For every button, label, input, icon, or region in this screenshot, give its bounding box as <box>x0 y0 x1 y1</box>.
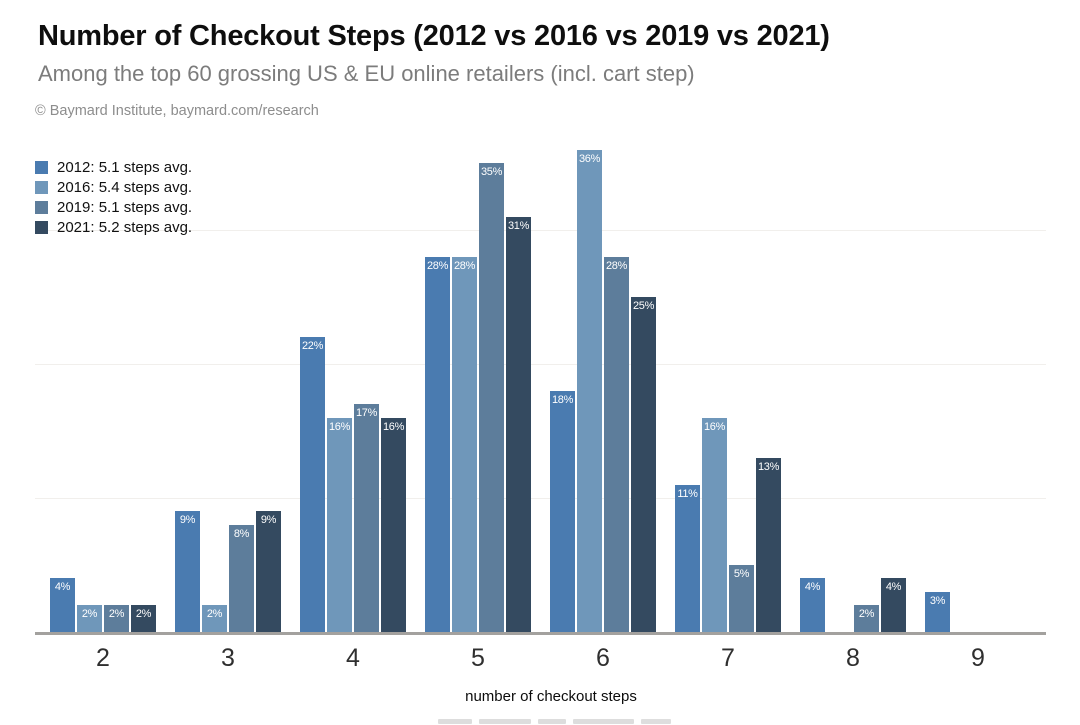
legend-item-2012: 2012: 5.1 steps avg. <box>35 157 192 177</box>
bar-2012-steps-8: 4% <box>800 578 825 632</box>
bar-2012-steps-2: 4% <box>50 578 75 632</box>
bar-value-label: 16% <box>703 421 726 433</box>
bar-2016-steps-4: 16% <box>327 418 352 632</box>
legend-label-2021: 2021: 5.2 steps avg. <box>57 218 193 236</box>
bar-2016-steps-3: 2% <box>202 605 227 632</box>
gridline-10pct <box>35 498 1046 499</box>
bar-2021-steps-3: 9% <box>256 511 281 632</box>
bar-2019-steps-2: 2% <box>104 605 129 632</box>
bar-2019-steps-8: 2% <box>854 605 879 632</box>
bar-value-label: 2% <box>858 608 875 620</box>
bar-value-label: 28% <box>605 260 628 272</box>
x-tick-label-9: 9 <box>971 644 985 672</box>
x-tick-label-7: 7 <box>721 644 735 672</box>
bar-2012-steps-9: 3% <box>925 592 950 632</box>
gridline-30pct <box>35 230 1046 231</box>
x-tick-label-6: 6 <box>596 644 610 672</box>
bar-2021-steps-6: 25% <box>631 297 656 632</box>
x-tick-label-5: 5 <box>471 644 485 672</box>
bar-2016-steps-2: 2% <box>77 605 102 632</box>
bar-value-label: 2% <box>206 608 223 620</box>
bar-value-label: 16% <box>328 421 351 433</box>
bar-2021-steps-5: 31% <box>506 217 531 632</box>
bar-value-label: 2% <box>108 608 125 620</box>
bar-value-label: 36% <box>578 153 601 165</box>
bar-value-label: 25% <box>632 300 655 312</box>
bar-value-label: 35% <box>480 166 503 178</box>
bar-value-label: 28% <box>426 260 449 272</box>
bar-value-label: 22% <box>301 340 324 352</box>
bar-2019-steps-4: 17% <box>354 404 379 632</box>
bar-2016-steps-7: 16% <box>702 418 727 632</box>
legend: 2012: 5.1 steps avg. 2016: 5.4 steps avg… <box>35 157 192 237</box>
gridline-20pct <box>35 364 1046 365</box>
x-tick-label-4: 4 <box>346 644 360 672</box>
chart-title: Number of Checkout Steps (2012 vs 2016 v… <box>38 20 830 52</box>
clipped-footer-text-fragment <box>438 719 673 725</box>
bar-value-label: 31% <box>507 220 530 232</box>
x-tick-label-2: 2 <box>96 644 110 672</box>
bar-2021-steps-4: 16% <box>381 418 406 632</box>
bar-2016-steps-6: 36% <box>577 150 602 632</box>
bar-2012-steps-4: 22% <box>300 337 325 632</box>
x-axis-title: number of checkout steps <box>465 688 637 705</box>
legend-swatch-2021 <box>35 220 48 234</box>
bar-value-label: 11% <box>677 488 698 500</box>
bar-value-label: 18% <box>551 394 574 406</box>
bar-2012-steps-5: 28% <box>425 257 450 632</box>
bar-2012-steps-3: 9% <box>175 511 200 632</box>
legend-swatch-2012 <box>35 160 48 174</box>
bar-value-label: 28% <box>453 260 476 272</box>
bar-2019-steps-5: 35% <box>479 163 504 632</box>
bar-2021-steps-7: 13% <box>756 458 781 632</box>
bar-value-label: 13% <box>757 461 780 473</box>
bar-value-label: 17% <box>355 407 378 419</box>
bar-2019-steps-7: 5% <box>729 565 754 632</box>
bar-value-label: 2% <box>81 608 98 620</box>
bar-2016-steps-5: 28% <box>452 257 477 632</box>
x-tick-label-8: 8 <box>846 644 860 672</box>
bar-2021-steps-8: 4% <box>881 578 906 632</box>
bar-2019-steps-3: 8% <box>229 525 254 632</box>
legend-item-2019: 2019: 5.1 steps avg. <box>35 197 192 217</box>
legend-label-2012: 2012: 5.1 steps avg. <box>57 158 193 176</box>
bar-value-label: 4% <box>54 581 71 593</box>
bar-value-label: 4% <box>804 581 821 593</box>
legend-item-2016: 2016: 5.4 steps avg. <box>35 177 192 197</box>
legend-swatch-2019 <box>35 200 48 214</box>
attribution-text: © Baymard Institute, baymard.com/researc… <box>35 103 319 119</box>
chart-subtitle: Among the top 60 grossing US & EU online… <box>38 61 695 86</box>
bar-value-label: 16% <box>382 421 405 433</box>
bar-2019-steps-6: 28% <box>604 257 629 632</box>
bar-value-label: 9% <box>260 514 277 526</box>
legend-label-2016: 2016: 5.4 steps avg. <box>57 178 193 196</box>
x-tick-label-3: 3 <box>221 644 235 672</box>
bar-value-label: 3% <box>929 595 946 607</box>
bar-value-label: 4% <box>885 581 902 593</box>
bar-value-label: 8% <box>233 528 250 540</box>
bar-value-label: 5% <box>733 568 750 580</box>
legend-item-2021: 2021: 5.2 steps avg. <box>35 217 192 237</box>
legend-label-2019: 2019: 5.1 steps avg. <box>57 198 193 216</box>
bar-value-label: 9% <box>179 514 196 526</box>
bar-2012-steps-6: 18% <box>550 391 575 632</box>
legend-swatch-2016 <box>35 180 48 194</box>
bar-2021-steps-2: 2% <box>131 605 156 632</box>
x-axis-line <box>35 632 1046 635</box>
bar-2012-steps-7: 11% <box>675 485 700 632</box>
bar-value-label: 2% <box>135 608 152 620</box>
